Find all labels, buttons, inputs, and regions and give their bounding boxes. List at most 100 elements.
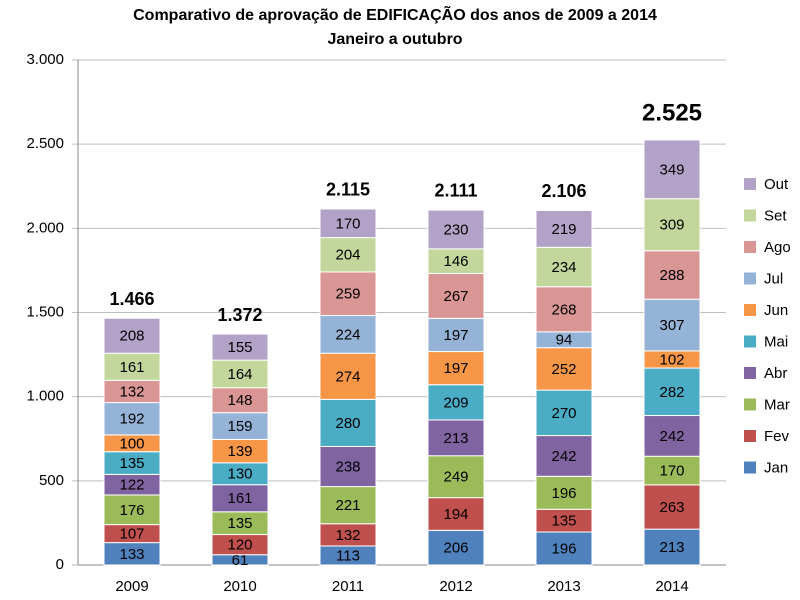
segment-label: 307 bbox=[659, 317, 684, 334]
bar-segment bbox=[211, 484, 269, 513]
segment-label: 197 bbox=[443, 327, 468, 344]
segment-label: 194 bbox=[443, 506, 468, 523]
segment-label: 107 bbox=[119, 526, 144, 543]
segment-label: 197 bbox=[443, 360, 468, 377]
bar-segment bbox=[643, 484, 701, 530]
x-tick-label: 2009 bbox=[115, 578, 148, 595]
segment-label: 135 bbox=[227, 515, 252, 532]
legend-swatch bbox=[744, 461, 756, 474]
x-tick-label: 2011 bbox=[332, 578, 364, 595]
segment-label: 259 bbox=[335, 286, 360, 303]
segment-label: 161 bbox=[119, 359, 144, 376]
segment-label: 270 bbox=[551, 405, 576, 422]
segment-label: 268 bbox=[551, 301, 576, 318]
segment-label: 130 bbox=[227, 466, 252, 483]
x-tick-label: 2010 bbox=[223, 578, 256, 595]
bar-segment bbox=[535, 347, 593, 391]
chart-subtitle: Janeiro a outubro bbox=[327, 31, 462, 48]
total-label: 1.372 bbox=[217, 305, 262, 325]
bar-segment bbox=[211, 387, 269, 414]
legend-swatch bbox=[744, 304, 756, 316]
y-tick-label: 3.000 bbox=[26, 51, 64, 68]
bar-segment bbox=[643, 298, 701, 352]
legend-swatch bbox=[744, 398, 756, 411]
segment-label: 280 bbox=[335, 415, 360, 432]
segment-label: 170 bbox=[335, 215, 360, 232]
segment-label: 159 bbox=[227, 418, 252, 435]
segment-label: 349 bbox=[659, 161, 684, 178]
segment-label: 242 bbox=[659, 428, 684, 445]
bar-segment bbox=[319, 271, 377, 317]
segment-label: 196 bbox=[551, 540, 576, 557]
segment-label: 242 bbox=[551, 448, 576, 465]
segment-label: 135 bbox=[551, 513, 576, 530]
legend-label: Mar bbox=[764, 396, 790, 413]
y-tick-label: 2.500 bbox=[26, 135, 64, 152]
segment-label: 139 bbox=[227, 443, 252, 460]
legend-label: Set bbox=[764, 207, 787, 224]
bar-segment bbox=[643, 367, 701, 417]
bar-segment bbox=[427, 209, 485, 250]
bar-segment bbox=[427, 272, 485, 319]
bar-segment bbox=[643, 455, 701, 486]
segment-label: 161 bbox=[227, 490, 252, 507]
bar-segment bbox=[427, 351, 485, 386]
segment-label: 146 bbox=[443, 253, 468, 270]
bar-segment bbox=[535, 209, 593, 248]
x-tick-label: 2013 bbox=[547, 578, 580, 595]
segment-label: 120 bbox=[227, 537, 252, 554]
legend-label: Jun bbox=[764, 302, 788, 319]
segment-label: 238 bbox=[335, 458, 360, 475]
bar-segment bbox=[535, 246, 593, 288]
y-tick-label: 2.000 bbox=[26, 219, 64, 236]
segment-label: 135 bbox=[119, 455, 144, 472]
legend-swatch bbox=[744, 209, 756, 222]
segment-label: 213 bbox=[443, 430, 468, 447]
segment-label: 221 bbox=[335, 497, 360, 514]
total-label: 2.115 bbox=[326, 180, 370, 200]
legend-swatch bbox=[744, 272, 756, 285]
bar-segment bbox=[319, 237, 377, 273]
legend-label: Out bbox=[764, 176, 789, 193]
segment-label: 148 bbox=[227, 392, 252, 409]
segment-label: 213 bbox=[659, 539, 684, 556]
bar-segment bbox=[319, 486, 377, 525]
legend-swatch bbox=[744, 335, 756, 348]
segment-label: 288 bbox=[659, 267, 684, 284]
segment-label: 61 bbox=[232, 552, 249, 569]
segment-label: 252 bbox=[551, 361, 576, 378]
segment-label: 234 bbox=[551, 259, 576, 276]
bar-segment bbox=[211, 359, 269, 389]
bar-segment bbox=[211, 333, 269, 361]
segment-label: 94 bbox=[556, 332, 573, 349]
segment-label: 219 bbox=[551, 221, 576, 238]
segment-label: 209 bbox=[443, 394, 468, 411]
bar-segment bbox=[643, 528, 701, 566]
legend-label: Abr bbox=[764, 365, 787, 382]
bar-segment bbox=[319, 208, 377, 239]
bar-segment bbox=[427, 497, 485, 531]
legend-label: Jan bbox=[764, 459, 788, 476]
bar-segment bbox=[643, 198, 701, 252]
bar-segment bbox=[103, 402, 161, 436]
segment-label: 176 bbox=[119, 502, 144, 519]
bar-segment bbox=[319, 315, 377, 354]
bar-segment bbox=[535, 286, 593, 333]
bar-segment bbox=[427, 455, 485, 499]
segment-label: 206 bbox=[443, 540, 468, 557]
segment-label: 133 bbox=[119, 546, 144, 563]
segment-label: 100 bbox=[119, 435, 144, 452]
segment-label: 164 bbox=[227, 366, 252, 383]
segment-label: 204 bbox=[335, 247, 360, 264]
segment-label: 282 bbox=[659, 384, 684, 401]
segment-label: 267 bbox=[443, 288, 468, 305]
bar-segment bbox=[427, 529, 485, 566]
segment-label: 132 bbox=[335, 527, 360, 544]
segment-label: 263 bbox=[659, 499, 684, 516]
bar-segment bbox=[211, 412, 269, 440]
segment-label: 249 bbox=[443, 469, 468, 486]
segment-label: 122 bbox=[119, 477, 144, 494]
y-tick-label: 1.500 bbox=[26, 303, 64, 320]
bar-segment bbox=[535, 475, 593, 510]
